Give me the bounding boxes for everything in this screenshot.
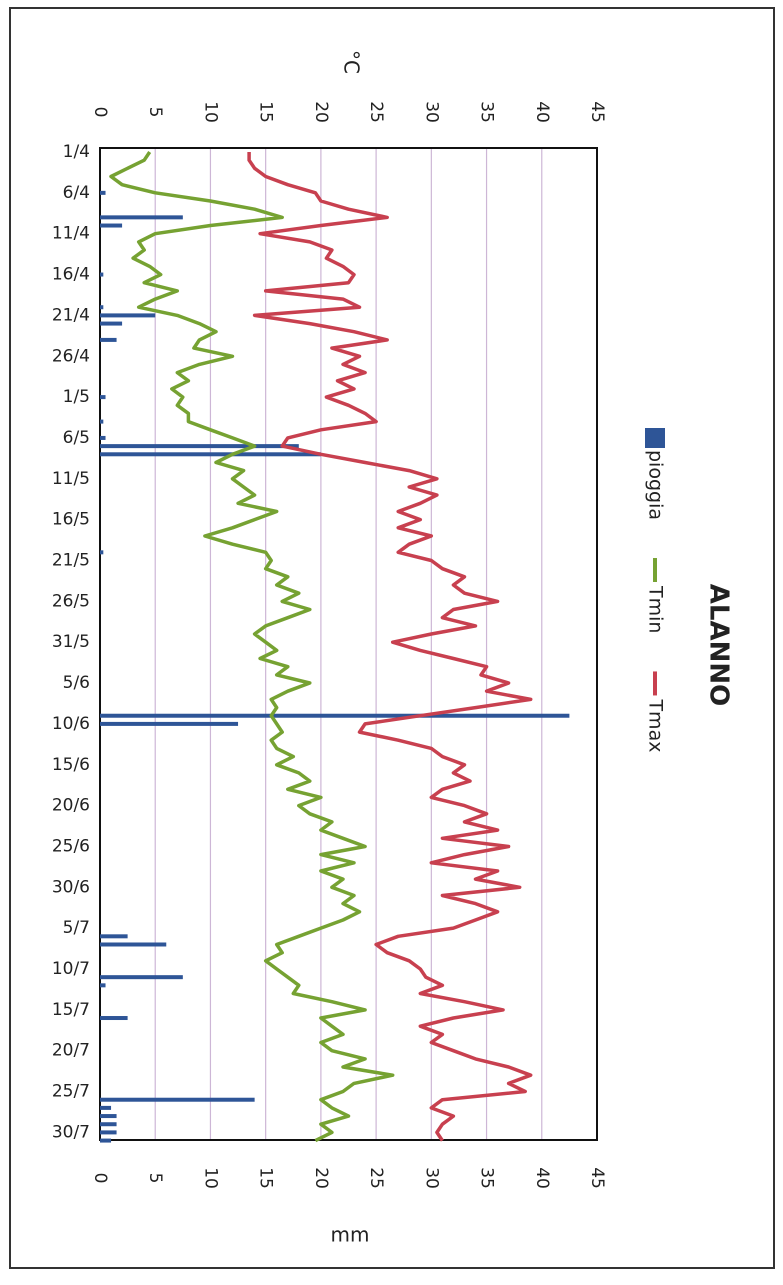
- x-tick-label: 6/4: [63, 183, 90, 203]
- y-axis-label: °C: [340, 50, 364, 74]
- bar: [100, 337, 117, 342]
- bar: [100, 1130, 117, 1135]
- bar: [100, 215, 183, 220]
- y2-axis-label: mm: [331, 1223, 370, 1247]
- x-tick-label: 21/5: [52, 551, 90, 571]
- bar: [100, 975, 183, 980]
- page-frame: [9, 7, 775, 1269]
- x-tick-label: 10/6: [52, 714, 90, 734]
- y2-tick-label: 10: [200, 1167, 220, 1189]
- bar: [100, 1122, 117, 1127]
- x-tick-label: 5/6: [63, 673, 90, 693]
- bar: [100, 983, 106, 988]
- y-tick-label: 10: [200, 101, 220, 123]
- line: [247, 152, 533, 1142]
- y2-tick-label: 0: [90, 1173, 110, 1184]
- y2-tick-label: 30: [421, 1167, 441, 1189]
- x-tick-label: 15/7: [52, 1000, 90, 1020]
- y-tick-label: 25: [366, 101, 386, 123]
- legend-swatch: [645, 428, 665, 448]
- x-tick-label: 16/4: [52, 265, 90, 285]
- x-tick-label: 25/6: [52, 836, 90, 856]
- legend-label: Tmin: [645, 585, 667, 633]
- bar: [100, 190, 106, 195]
- x-tick-label: 26/5: [52, 591, 90, 611]
- bar: [100, 1016, 128, 1021]
- bar: [100, 444, 299, 449]
- bar: [100, 452, 321, 457]
- bar: [100, 395, 106, 400]
- legend-label: Tmax: [645, 698, 667, 752]
- bar: [100, 305, 104, 310]
- x-tick-label: 25/7: [52, 1082, 90, 1102]
- bar: [100, 313, 156, 318]
- y2-tick-label: 40: [532, 1167, 552, 1189]
- y-tick-label: 35: [477, 101, 497, 123]
- legend-label: pioggia: [645, 450, 667, 520]
- y-tick-label: 5: [145, 107, 165, 118]
- bar: [100, 713, 570, 718]
- y-tick-label: 45: [587, 101, 607, 123]
- y2-tick-label: 35: [477, 1167, 497, 1189]
- bar: [100, 934, 128, 939]
- bar: [100, 721, 239, 726]
- bar: [100, 550, 104, 555]
- x-tick-label: 15/6: [52, 755, 90, 775]
- bar: [100, 272, 104, 277]
- legend: pioggia Tmin Tmax: [645, 428, 667, 752]
- bar: [100, 435, 106, 440]
- y2-tick-label: 25: [366, 1167, 386, 1189]
- x-tick-label: 30/7: [52, 1122, 90, 1142]
- bar: [100, 1097, 255, 1102]
- y2-tick-label: 45: [587, 1167, 607, 1189]
- bar: [100, 223, 123, 228]
- x-tick-label: 11/4: [52, 224, 90, 244]
- y-tick-label: 15: [256, 101, 276, 123]
- x-tick-label: 20/7: [52, 1041, 90, 1061]
- chart-title: ALANNO: [704, 584, 734, 706]
- x-tick-label: 6/5: [63, 428, 90, 448]
- bar: [100, 321, 123, 326]
- bar: [100, 419, 104, 424]
- y2-tick-label: 5: [145, 1173, 165, 1184]
- line: [109, 151, 395, 1143]
- x-tick-label: 30/6: [52, 877, 90, 897]
- x-tick-label: 21/4: [52, 305, 90, 325]
- x-tick-label: 20/6: [52, 796, 90, 816]
- x-tick-label: 11/5: [52, 469, 90, 489]
- y-tick-label: 40: [532, 101, 552, 123]
- bar: [100, 1138, 112, 1143]
- y-tick-label: 30: [421, 101, 441, 123]
- x-tick-label: 10/7: [52, 959, 90, 979]
- bar: [100, 1105, 112, 1110]
- bar: [100, 942, 167, 947]
- x-tick-label: 5/7: [63, 918, 90, 938]
- y-tick-label: 20: [311, 101, 331, 123]
- x-tick-label: 1/5: [63, 387, 90, 407]
- x-tick-label: 1/4: [63, 142, 90, 162]
- x-tick-label: 31/5: [52, 632, 90, 652]
- y2-tick-label: 15: [256, 1167, 276, 1189]
- x-tick-label: 26/4: [52, 346, 90, 366]
- plot-area: [99, 147, 598, 1141]
- bar: [100, 1114, 117, 1119]
- x-tick-label: 16/5: [52, 510, 90, 530]
- y2-tick-label: 20: [311, 1167, 331, 1189]
- y-tick-label: 0: [90, 107, 110, 118]
